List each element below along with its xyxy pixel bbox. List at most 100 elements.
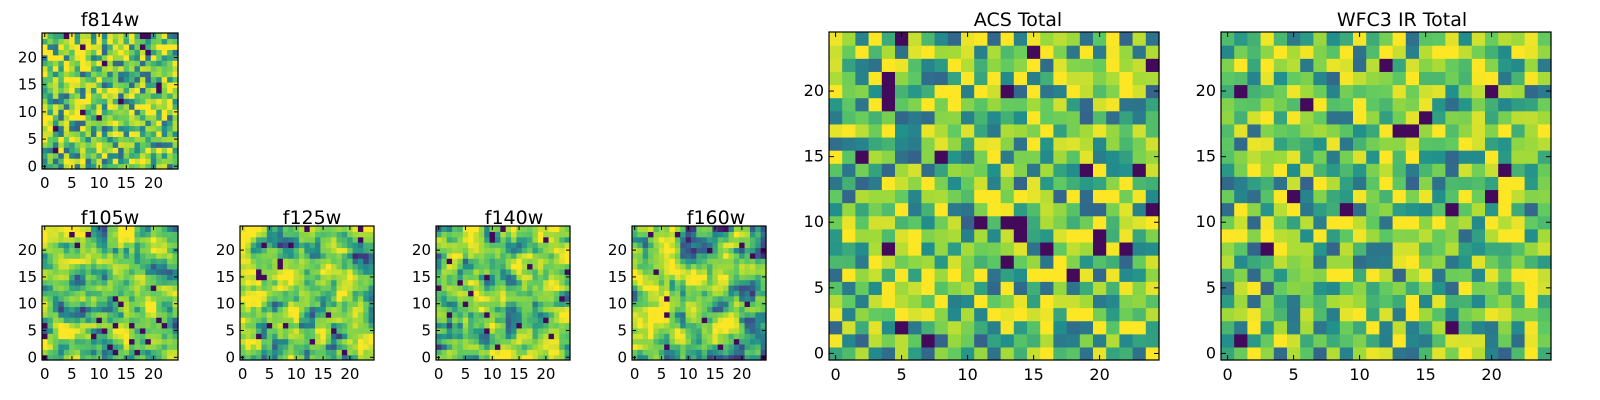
- heatmap-cell: [357, 263, 364, 270]
- heatmap-cell: [1445, 123, 1460, 138]
- heatmap-cell: [74, 92, 81, 99]
- heatmap-cell: [436, 242, 442, 249]
- heatmap-cell: [1287, 150, 1301, 164]
- heatmap-cell: [74, 163, 81, 170]
- heatmap-cell: [559, 311, 566, 318]
- heatmap-cell: [537, 284, 544, 291]
- heatmap-cell: [288, 252, 295, 259]
- heatmap-cell: [1300, 110, 1314, 125]
- heatmap-cell: [58, 349, 65, 356]
- heatmap-cell: [58, 338, 65, 345]
- heatmap-cell: [494, 349, 501, 356]
- heatmap-cell: [1511, 58, 1526, 72]
- heatmap-cell: [728, 301, 735, 307]
- heatmap-cell: [987, 333, 1002, 348]
- heatmap-cell: [653, 258, 660, 265]
- heatmap-cell: [90, 258, 97, 265]
- heatmap-cell: [52, 60, 59, 67]
- heatmap-cell: [47, 49, 54, 56]
- heatmap-cell: [261, 263, 268, 270]
- heatmap-cell: [167, 33, 174, 40]
- heatmap-cell: [129, 226, 136, 232]
- heatmap-cell: [150, 290, 157, 297]
- heatmap-cell: [363, 295, 370, 302]
- heatmap-cell: [42, 306, 49, 313]
- heatmap-cell: [744, 349, 751, 356]
- heatmap-cell: [1027, 136, 1041, 151]
- heatmap-cell: [245, 349, 252, 356]
- heatmap-cell: [1013, 136, 1028, 151]
- heatmap-cell: [908, 241, 922, 256]
- heatmap-cell: [664, 268, 671, 275]
- heatmap-cell: [288, 226, 295, 232]
- heatmap-cell: [69, 98, 76, 105]
- heatmap-cell: [325, 247, 332, 254]
- heatmap-cell: [347, 274, 354, 281]
- heatmap-cell: [129, 130, 136, 137]
- heatmap-cell: [739, 247, 746, 254]
- heatmap-cell: [74, 333, 81, 340]
- heatmap-cell: [325, 258, 332, 265]
- heatmap-cell: [1053, 97, 1068, 112]
- heatmap-cell: [1485, 45, 1499, 59]
- heatmap-cell: [527, 231, 534, 238]
- heatmap-cell: [272, 242, 279, 249]
- heatmap-cell: [881, 281, 896, 295]
- heatmap-cell: [669, 247, 676, 254]
- heatmap-cell: [266, 236, 273, 243]
- heatmap-cell: [521, 295, 528, 302]
- heatmap-cell: [478, 301, 485, 307]
- heatmap-cell: [167, 158, 174, 165]
- heatmap-cell: [145, 130, 152, 137]
- heatmap-cell: [250, 231, 257, 238]
- heatmap-cell: [987, 97, 1002, 112]
- heatmap-cell: [559, 338, 566, 345]
- heatmap-cell: [696, 284, 703, 291]
- heatmap-cell: [156, 65, 163, 72]
- heatmap-cell: [553, 354, 560, 361]
- heatmap-cell: [139, 136, 146, 143]
- heatmap-cell: [52, 158, 59, 165]
- heatmap-cell: [829, 45, 843, 59]
- heatmap-cell: [452, 322, 459, 329]
- heatmap-cell: [744, 279, 751, 286]
- heatmap-cell: [564, 322, 571, 329]
- heatmap-cell: [728, 247, 735, 254]
- heatmap-cell: [304, 301, 311, 307]
- heatmap-cell: [298, 306, 305, 313]
- heatmap-cell: [446, 301, 453, 307]
- heatmap-cell: [309, 327, 316, 334]
- heatmap-cell: [161, 226, 168, 232]
- heatmap-cell: [712, 317, 719, 324]
- heatmap-cell: [548, 258, 555, 265]
- heatmap-cell: [500, 258, 507, 265]
- heatmap-cell: [500, 333, 507, 340]
- heatmap-cell: [150, 242, 157, 249]
- heatmap-cell: [1287, 215, 1301, 230]
- heatmap-cell: [161, 231, 168, 238]
- heatmap-cell: [712, 274, 719, 281]
- heatmap-cell: [829, 346, 843, 361]
- heatmap-cell: [96, 81, 103, 88]
- heatmap-cell: [947, 320, 962, 335]
- heatmap-cell: [331, 247, 338, 254]
- heatmap-cell: [680, 306, 687, 313]
- heatmap-cell: [347, 290, 354, 297]
- heatmap-cell: [80, 54, 87, 61]
- heatmap-cell: [749, 236, 756, 243]
- heatmap-cell: [717, 349, 724, 356]
- heatmap-cell: [336, 311, 343, 318]
- heatmap-cell: [468, 290, 475, 297]
- heatmap-cell: [653, 343, 660, 350]
- heatmap-cell: [855, 307, 870, 322]
- heatmap-cell: [309, 279, 316, 286]
- heatmap-cell: [336, 301, 343, 307]
- heatmap-cell: [107, 236, 114, 243]
- heatmap-cell: [101, 231, 108, 238]
- heatmap-cell: [1458, 346, 1473, 361]
- heatmap-cell: [1027, 32, 1041, 46]
- heatmap-cell: [712, 279, 719, 286]
- heatmap-cell: [42, 284, 49, 291]
- heatmap-cell: [707, 354, 713, 361]
- heatmap-cell: [696, 268, 703, 275]
